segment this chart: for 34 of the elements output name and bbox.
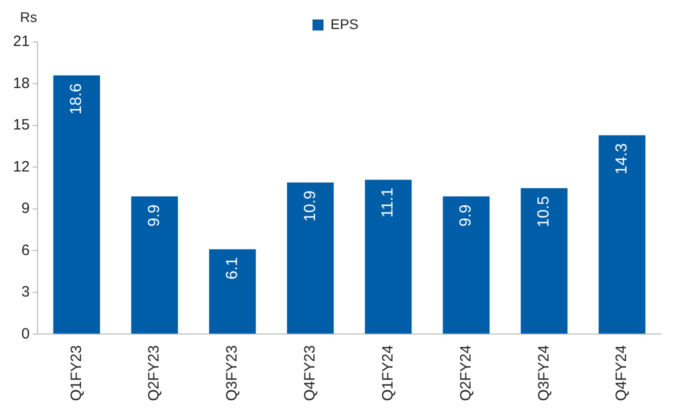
y-tick-label: 0 xyxy=(21,325,30,342)
x-tick-label: Q2FY24 xyxy=(457,345,474,402)
data-label: 9.9 xyxy=(458,204,475,227)
data-label: 18.6 xyxy=(68,83,86,115)
legend-label: EPS xyxy=(330,16,359,32)
y-axis-title: Rs xyxy=(20,8,38,25)
data-label: 11.1 xyxy=(380,188,397,218)
y-tick-label: 6 xyxy=(21,242,30,259)
x-tick-label: Q1FY24 xyxy=(379,345,396,402)
data-label: 6.1 xyxy=(224,257,241,280)
data-label: 14.3 xyxy=(613,143,630,174)
x-tick-label: Q3FY23 xyxy=(224,345,241,402)
x-tick-label: Q2FY23 xyxy=(146,345,163,402)
bar xyxy=(209,249,256,334)
bar xyxy=(364,180,412,334)
x-tick-label: Q4FY24 xyxy=(613,345,630,402)
bar xyxy=(131,196,178,334)
y-tick-label: 9 xyxy=(21,200,30,218)
bar xyxy=(287,182,334,334)
bar xyxy=(442,196,490,334)
y-tick-label: 15 xyxy=(12,116,30,134)
y-tick-label: 12 xyxy=(12,158,30,176)
data-label: 10.5 xyxy=(536,196,553,228)
x-tick-label: Q4FY23 xyxy=(302,345,319,402)
bar xyxy=(520,188,568,334)
y-tick-label: 3 xyxy=(21,284,30,301)
y-tick-label: 18 xyxy=(12,74,30,92)
y-tick-label: 21 xyxy=(12,33,30,50)
data-label: 10.9 xyxy=(302,190,319,222)
bar xyxy=(53,75,100,334)
x-tick-label: Q3FY24 xyxy=(535,345,552,402)
data-label: 9.9 xyxy=(146,204,163,227)
bar xyxy=(598,135,646,334)
x-tick-label: Q1FY23 xyxy=(68,345,85,402)
